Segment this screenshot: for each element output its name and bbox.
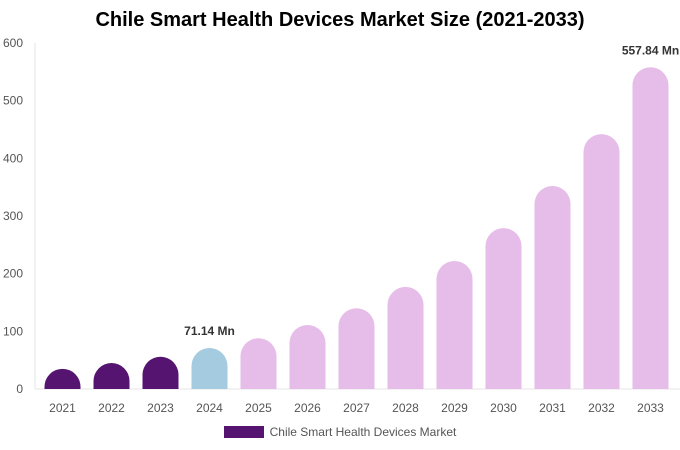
bar-2027 [338,308,375,389]
x-tick-label: 2026 [294,401,321,415]
x-tick-label: 2033 [637,401,664,415]
x-tick-label: 2027 [343,401,370,415]
bar-2028 [387,286,424,389]
data-label: 557.84 Mn [622,43,679,57]
chart-title: Chile Smart Health Devices Market Size (… [95,9,585,31]
data-label: 71.14 Mn [184,324,235,338]
x-tick-label: 2021 [49,401,76,415]
x-tick-label: 2028 [392,401,419,415]
bar-2023 [142,356,179,389]
y-tick-label: 200 [3,267,23,281]
bar-2021 [44,368,81,389]
x-tick-label: 2025 [245,401,272,415]
bar-2031 [534,186,571,389]
bar-2030 [485,228,522,389]
bar-2025 [240,338,277,389]
y-tick-label: 100 [3,324,23,338]
bar-2029 [436,260,473,389]
bar-2026 [289,324,326,389]
y-tick-label: 600 [3,36,23,50]
y-tick-label: 0 [16,382,23,396]
x-tick-label: 2024 [196,401,223,415]
bar-2024 [191,347,228,389]
x-tick-label: 2023 [147,401,174,415]
x-tick-label: 2031 [539,401,566,415]
x-tick-label: 2022 [98,401,125,415]
y-tick-label: 500 [3,94,23,108]
bar-2022 [93,363,130,389]
legend-label: Chile Smart Health Devices Market [269,425,457,439]
legend-swatch [223,426,264,438]
legend: Chile Smart Health Devices Market [0,425,680,439]
x-tick-label: 2032 [588,401,615,415]
x-tick-label: 2030 [490,401,517,415]
bar-2033 [632,67,669,390]
y-tick-label: 400 [3,151,23,165]
x-tick-label: 2029 [441,401,468,415]
bar-2032 [583,134,620,389]
y-tick-label: 300 [3,209,23,223]
